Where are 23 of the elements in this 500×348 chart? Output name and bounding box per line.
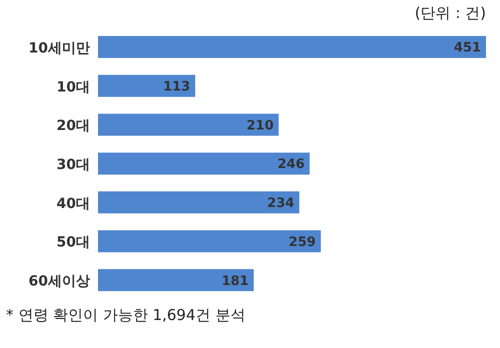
data-label: 259 [288,234,316,250]
data-label: 113 [163,79,190,94]
text: * 연령 확인이 가능한 1,694건 분석 [6,306,246,325]
data-label: 210 [246,118,274,134]
data-label: 246 [277,157,305,172]
bar [98,74,196,97]
bar [98,230,321,252]
y-tick-label: 60세이상 [28,274,90,290]
bar [98,36,486,58]
y-tick-label: 40대 [56,196,90,212]
text: (단위 : 건) [414,4,486,23]
data-label: 451 [454,40,481,56]
data-label: 181 [222,274,249,289]
bar [98,191,300,214]
bar [98,114,279,136]
y-tick-label: 20대 [56,118,90,134]
y-tick-label: 10대 [56,79,90,96]
y-tick-label: 10세미만 [28,40,90,56]
bar [98,269,254,292]
bar [98,152,310,175]
data-label: 234 [267,196,294,212]
y-tick-label: 50대 [56,234,90,251]
y-tick-label: 30대 [56,156,90,173]
